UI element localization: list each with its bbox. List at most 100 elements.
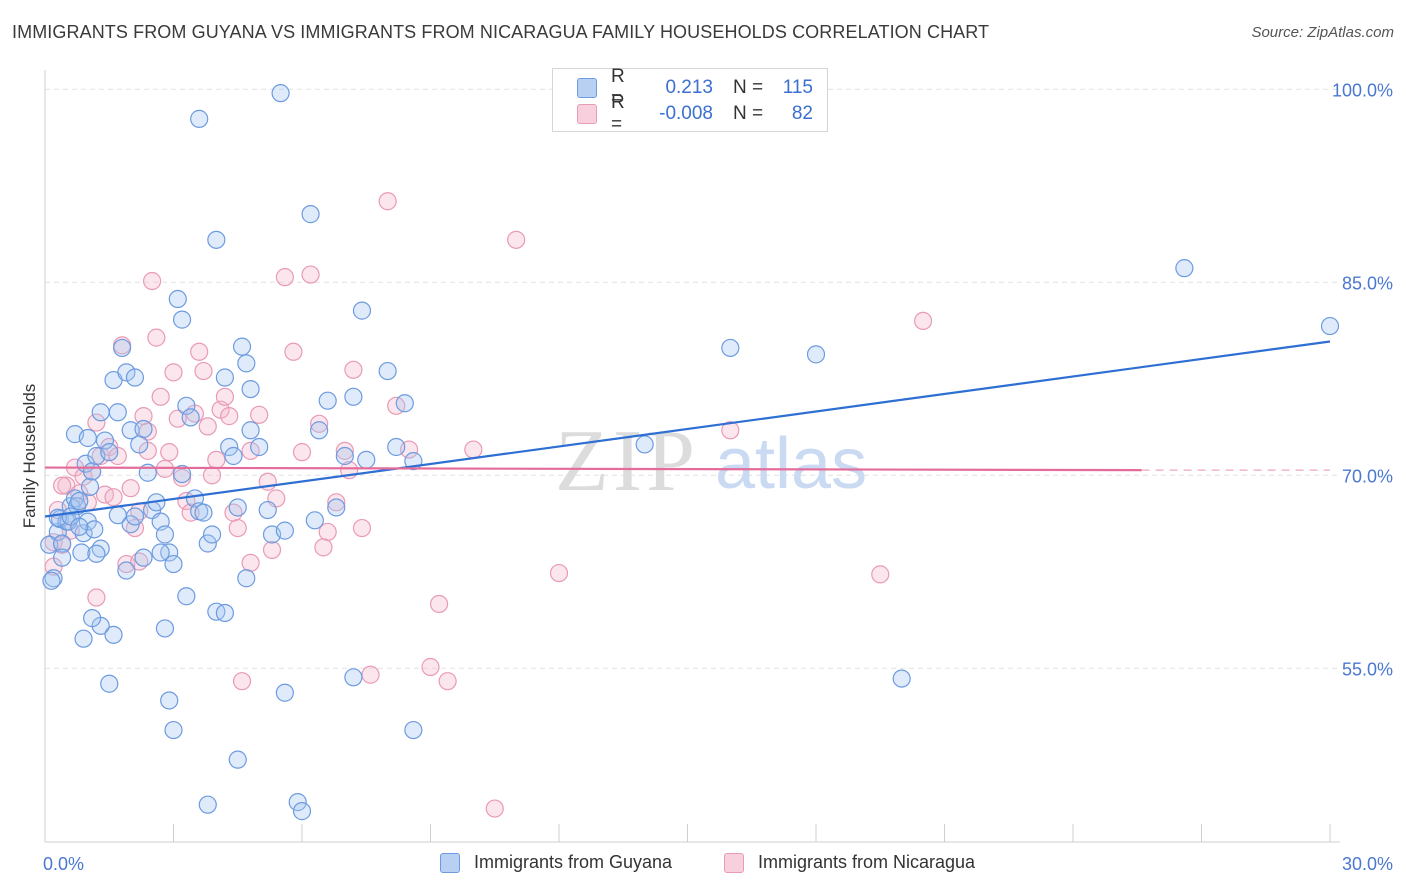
axes [44,70,1340,843]
guyana-point [220,437,239,457]
guyana-point [151,543,170,562]
nicaragua-point [198,417,217,436]
nicaragua-trend-line [44,466,1142,472]
nicaragua-point [220,407,239,426]
guyana-point [134,548,153,567]
nicaragua-point [164,363,183,382]
guyana-point [395,394,414,413]
guyana-swatch [440,852,460,873]
guyana-point [164,554,183,574]
nicaragua-point [275,268,294,287]
guyana-point [117,561,136,580]
guyana-trend-line [44,340,1331,518]
nicaragua-point [421,657,440,677]
nicaragua-point [485,799,504,818]
guyana-point [164,720,183,740]
legend-label-nicaragua: Immigrants from Nicaragua [758,852,976,872]
guyana-point [318,391,337,410]
guyana-point [892,669,911,688]
guyana-point [258,500,277,520]
legend-item-nicaragua[interactable]: Immigrants from Nicaragua [724,852,975,873]
watermark: ZIP atlas [555,413,867,510]
guyana-point [271,84,290,103]
nicaragua-point [507,230,526,249]
guyana-point [53,534,72,553]
r-value: -0.008 [659,103,713,124]
guyana-point [635,435,654,454]
nicaragua-point [104,488,123,507]
nicaragua-point [232,672,252,691]
nicaragua-point [241,553,260,572]
nicaragua-point [361,665,380,684]
guyana-point [241,421,260,440]
guyana-point [275,683,294,702]
guyana-point [215,603,234,623]
guyana-point [1320,316,1340,336]
n-label: N = [733,77,764,98]
nicaragua-point [310,414,329,433]
guyana-point [168,289,187,309]
nicaragua-point [352,518,372,538]
guyana-point [237,354,256,373]
nicaragua-point [194,361,213,381]
n-value: 82 [791,103,813,124]
guyana-point [108,403,127,422]
nicaragua-point [314,538,333,557]
nicaragua-point [207,450,226,469]
guyana-point [250,437,269,457]
nicaragua-point [301,265,320,284]
nicaragua-point [202,466,222,485]
nicaragua-point [327,493,346,512]
guyana-point [305,511,324,530]
nicaragua-point [87,413,106,432]
guyana-point [155,619,175,638]
nicaragua-point [721,421,740,440]
guyana-point [160,691,179,710]
guyana-point [87,544,106,563]
nicaragua-point [151,387,170,406]
stats-row-nicaragua: R = -0.008 N = 82 [577,92,813,135]
guyana-point [100,674,119,693]
guyana-point [53,548,72,567]
y-tick-label: 100.0% [1332,80,1393,100]
guyana-point [130,435,149,454]
y-tick-label: 85.0% [1342,273,1393,293]
guyana-point [100,443,119,462]
y-tick-label: 70.0% [1342,466,1393,486]
x-tick-label: 0.0% [43,854,84,874]
nicaragua-swatch [577,104,597,124]
watermark-zip: ZIP [555,413,699,510]
nicaragua-point [913,311,933,330]
legend-item-guyana[interactable]: Immigrants from Guyana [440,852,672,873]
guyana-point [85,520,104,539]
chart-title: IMMIGRANTS FROM GUYANA VS IMMIGRANTS FRO… [12,22,990,42]
nicaragua-point [172,468,192,487]
y-axis-label: Family Households [20,383,39,529]
nicaragua-point [147,328,166,347]
guyana-point [288,793,307,812]
guyana-point [70,491,89,511]
guyana-point [198,534,217,553]
nicaragua-point [121,479,140,498]
guyana-point [198,795,217,814]
guyana-point [80,477,100,496]
nicaragua-point [335,441,354,460]
nicaragua-point [429,594,449,614]
guyana-point [387,437,406,457]
guyana-point [301,205,320,224]
nicaragua-point [262,540,282,560]
guyana-point [292,802,312,821]
nicaragua-point [215,387,234,406]
guyana-point [275,521,294,540]
guyana-point [70,517,89,536]
n-label: N = [733,103,764,124]
guyana-point [237,569,256,588]
nicaragua-point [190,342,209,361]
nicaragua-point [250,405,269,424]
guyana-point [404,720,423,740]
guyana-point [352,301,372,320]
guyana-point [310,421,329,440]
guyana-point [155,525,175,544]
guyana-point [72,543,91,562]
guyana-point [378,361,397,381]
